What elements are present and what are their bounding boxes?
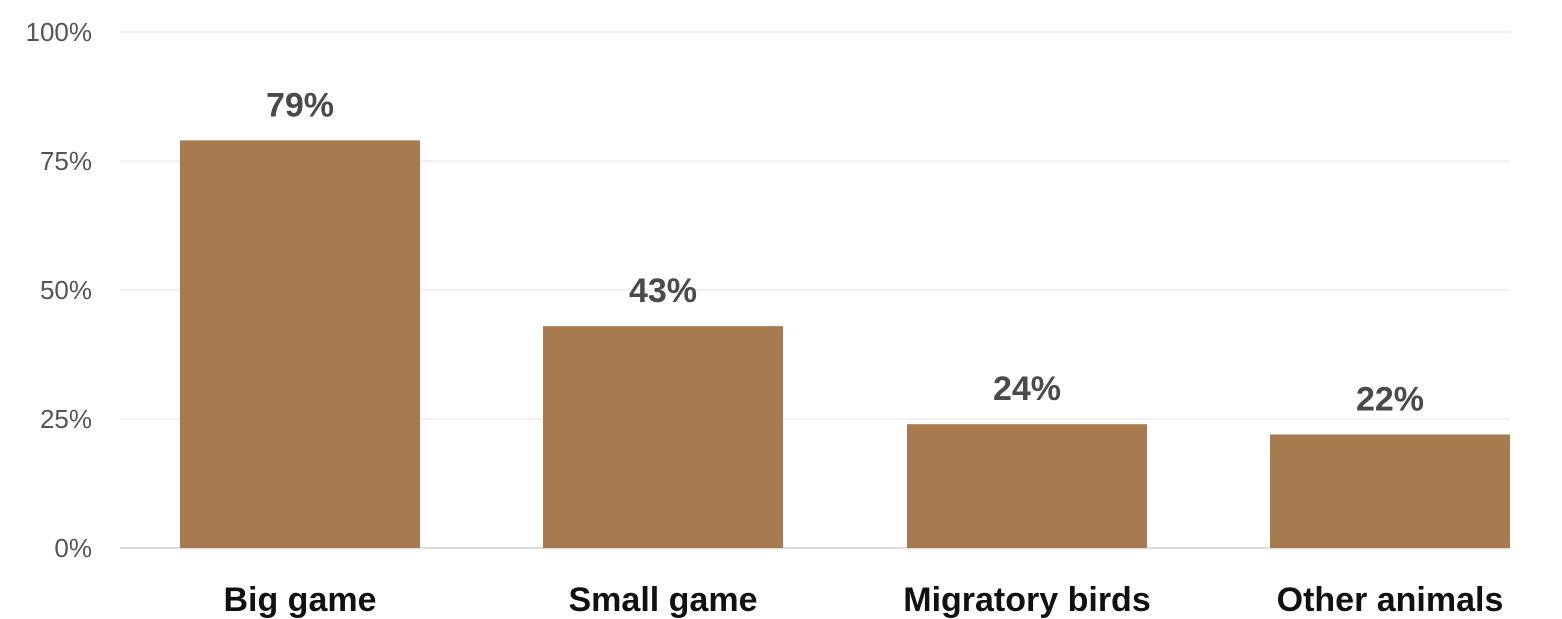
bar-migratory-birds bbox=[907, 424, 1147, 548]
y-tick-label: 0% bbox=[54, 533, 92, 563]
x-axis-labels: Big game Small game Migratory birds Other a… bbox=[223, 581, 1503, 619]
y-tick-label: 100% bbox=[26, 17, 93, 47]
y-tick-label: 25% bbox=[40, 404, 92, 434]
category-label: Migratory birds bbox=[903, 581, 1150, 619]
bar-small-game bbox=[543, 326, 783, 548]
category-label: Other animals bbox=[1277, 581, 1504, 619]
bar-big-game bbox=[180, 140, 420, 549]
data-labels: 79% 43% 24% 22% bbox=[266, 86, 1424, 418]
y-tick-label: 50% bbox=[40, 275, 92, 305]
y-axis-ticks: 0% 25% 50% 75% 100% bbox=[26, 17, 93, 563]
data-label: 24% bbox=[993, 370, 1061, 408]
data-label: 79% bbox=[266, 86, 334, 124]
y-tick-label: 75% bbox=[40, 146, 92, 176]
bars bbox=[180, 140, 1510, 549]
data-label: 43% bbox=[629, 272, 697, 310]
bar-other-animals bbox=[1270, 434, 1510, 548]
category-label: Big game bbox=[223, 581, 376, 619]
data-label: 22% bbox=[1356, 380, 1424, 418]
category-label: Small game bbox=[569, 581, 758, 619]
